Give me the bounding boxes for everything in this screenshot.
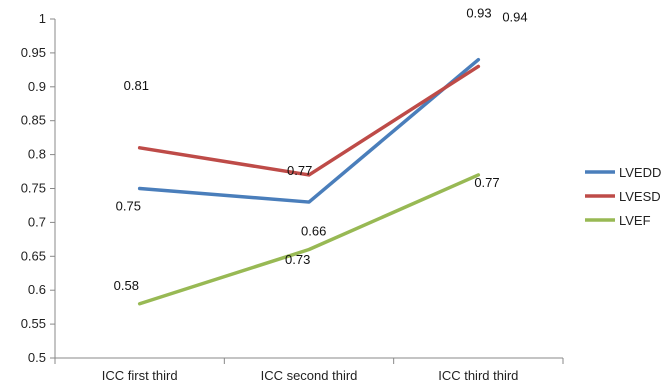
x-tick-label: ICC first third <box>102 368 178 383</box>
legend-label-lvesd: LVESD <box>619 189 661 204</box>
x-tick-label: ICC third third <box>438 368 518 383</box>
legend-label-lvef: LVEF <box>619 213 651 228</box>
legend: LVEDD LVESD LVEF <box>585 165 661 228</box>
y-tick-label: 0.95 <box>21 45 46 60</box>
data-label-lvesd: 0.77 <box>287 163 312 178</box>
data-label-lvef: 0.58 <box>114 278 139 293</box>
data-labels: 0.75 0.73 0.93 0.81 0.77 0.94 0.58 0.66 0.77 <box>114 6 528 293</box>
series-lines <box>137 57 481 306</box>
y-tick-label: 0.75 <box>21 181 46 196</box>
data-label-lvedd: 0.73 <box>285 252 310 267</box>
legend-label-lvedd: LVEDD <box>619 165 661 180</box>
data-label-lvedd: 0.93 <box>466 6 491 21</box>
y-tick-label: 0.9 <box>28 79 46 94</box>
data-label-lvef: 0.66 <box>301 224 326 239</box>
y-tick-label: 0.6 <box>28 282 46 297</box>
y-tick-label: 0.8 <box>28 147 46 162</box>
series-line-lvedd <box>137 57 481 204</box>
y-tick-label: 0.55 <box>21 316 46 331</box>
series-line-lvesd <box>137 64 481 177</box>
data-label-lvedd: 0.75 <box>116 199 141 214</box>
data-label-lvef: 0.77 <box>474 175 499 190</box>
series-line-lvef <box>137 173 481 306</box>
y-tick-label: 0.7 <box>28 214 46 229</box>
x-tick-label: ICC second third <box>261 368 358 383</box>
y-tick-label: 0.5 <box>28 350 46 365</box>
x-axis-ticks: ICC first third ICC second third ICC third… <box>54 358 564 383</box>
data-label-lvesd: 0.81 <box>124 78 149 93</box>
data-label-lvesd: 0.94 <box>502 9 527 24</box>
y-tick-label: 0.65 <box>21 248 46 263</box>
y-axis-ticks: 0.5 0.55 0.6 0.65 0.7 0.75 0.8 0.85 0.9 0.95 1 <box>21 11 55 365</box>
y-tick-label: 1 <box>39 11 46 26</box>
y-tick-label: 0.85 <box>21 113 46 128</box>
